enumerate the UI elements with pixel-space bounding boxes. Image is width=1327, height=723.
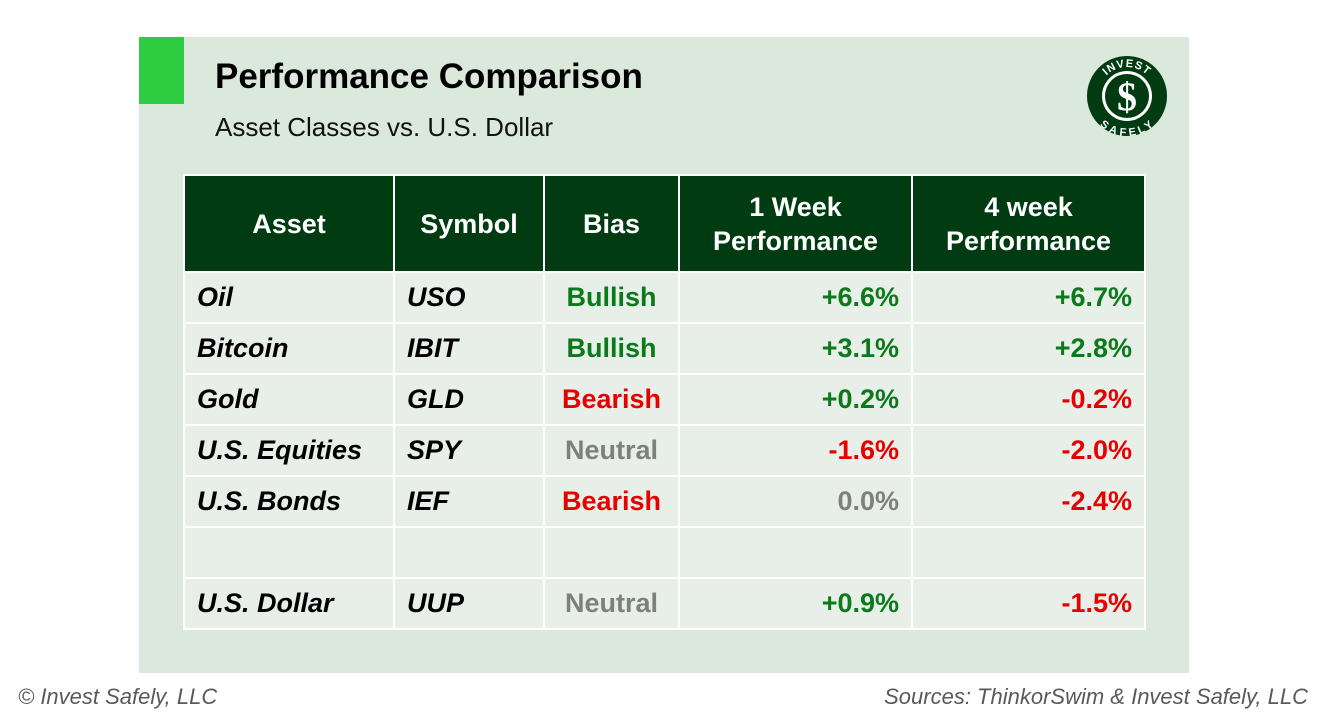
asset-cell: Gold: [183, 373, 395, 426]
table-row: Bitcoin IBIT Bullish +3.1% +2.8%: [183, 322, 1146, 375]
empty-cell: [393, 526, 545, 579]
bias-cell: Neutral: [543, 424, 680, 477]
symbol-cell: USO: [393, 271, 545, 324]
bias-cell: Bullish: [543, 322, 680, 375]
table-row: U.S. Bonds IEF Bearish 0.0% -2.4%: [183, 475, 1146, 528]
sources-footer: Sources: ThinkorSwim & Invest Safely, LL…: [884, 684, 1308, 709]
week4-cell: -2.0%: [911, 424, 1146, 477]
empty-spacer-row: [183, 526, 1146, 579]
symbol-cell: GLD: [393, 373, 545, 426]
svg-text:INVEST: INVEST: [1100, 58, 1153, 78]
col-header-bias: Bias: [543, 174, 680, 273]
week1-cell: -1.6%: [678, 424, 913, 477]
col-header-4-week: 4 week Performance: [911, 174, 1146, 273]
table-row: U.S. Equities SPY Neutral -1.6% -2.0%: [183, 424, 1146, 477]
page-subtitle: Asset Classes vs. U.S. Dollar: [215, 112, 554, 142]
table-row: Oil USO Bullish +6.6% +6.7%: [183, 271, 1146, 324]
empty-cell: [678, 526, 913, 579]
week4-cell: -0.2%: [911, 373, 1146, 426]
col-header-symbol: Symbol: [393, 174, 545, 273]
performance-table: Asset Symbol Bias 1 Week Performance 4 we…: [183, 174, 1146, 630]
symbol-cell: UUP: [393, 577, 545, 630]
week4-cell: +2.8%: [911, 322, 1146, 375]
asset-cell: Oil: [183, 271, 395, 324]
page-title: Performance Comparison: [215, 57, 643, 96]
bias-cell: Bearish: [543, 475, 680, 528]
week4-cell: -2.4%: [911, 475, 1146, 528]
week4-cell: -1.5%: [911, 577, 1146, 630]
asset-cell: Bitcoin: [183, 322, 395, 375]
logo-symbol: $: [1117, 74, 1137, 119]
symbol-cell: IBIT: [393, 322, 545, 375]
empty-cell: [543, 526, 680, 579]
week1-cell: 0.0%: [678, 475, 913, 528]
invest-safely-logo-icon: INVEST SAFELY $: [1087, 56, 1167, 137]
copyright-footer: © Invest Safely, LLC: [18, 684, 218, 709]
symbol-cell: IEF: [393, 475, 545, 528]
logo-top-text: INVEST: [1100, 58, 1152, 78]
bias-cell: Bullish: [543, 271, 680, 324]
empty-cell: [183, 526, 395, 579]
accent-bar: [139, 37, 184, 104]
asset-cell: U.S. Bonds: [183, 475, 395, 528]
week1-cell: +0.9%: [678, 577, 913, 630]
week1-cell: +6.6%: [678, 271, 913, 324]
empty-cell: [911, 526, 1146, 579]
week1-cell: +0.2%: [678, 373, 913, 426]
asset-cell: U.S. Equities: [183, 424, 395, 477]
symbol-cell: SPY: [393, 424, 545, 477]
dollar-row: U.S. Dollar UUP Neutral +0.9% -1.5%: [183, 577, 1146, 630]
bias-cell: Bearish: [543, 373, 680, 426]
asset-cell: U.S. Dollar: [183, 577, 395, 630]
week4-cell: +6.7%: [911, 271, 1146, 324]
col-header-asset: Asset: [183, 174, 395, 273]
col-header-1-week: 1 Week Performance: [678, 174, 913, 273]
table-row: Gold GLD Bearish +0.2% -0.2%: [183, 373, 1146, 426]
table-header-row: Asset Symbol Bias 1 Week Performance 4 we…: [183, 174, 1146, 273]
week1-cell: +3.1%: [678, 322, 913, 375]
bias-cell: Neutral: [543, 577, 680, 630]
